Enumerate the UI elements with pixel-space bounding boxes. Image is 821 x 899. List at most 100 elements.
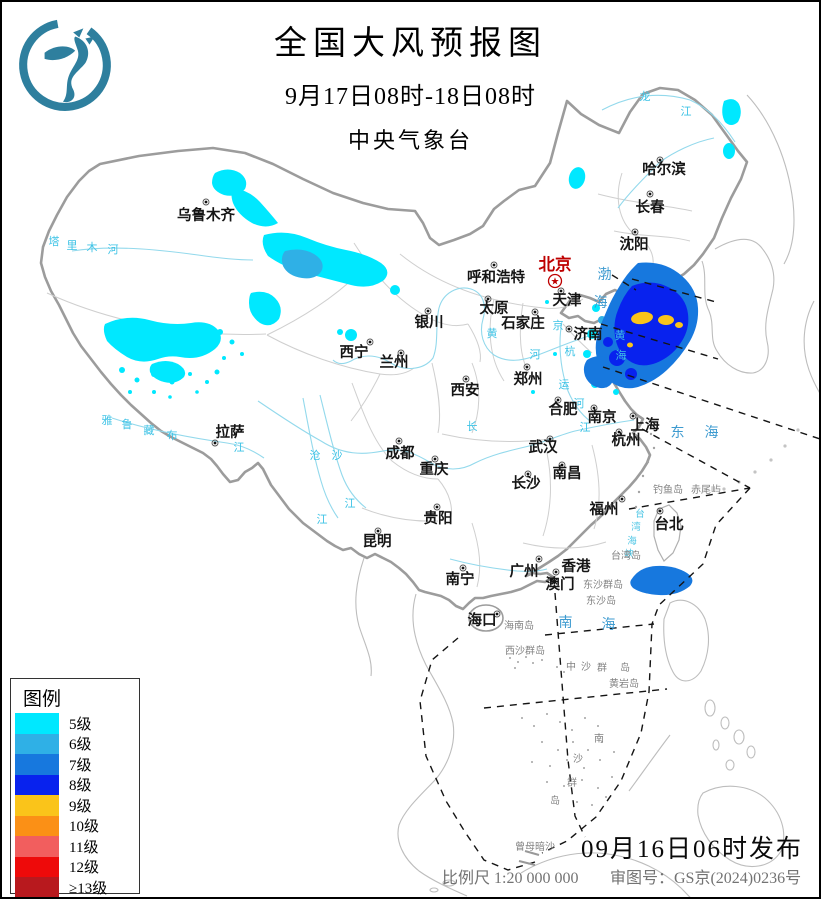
river-label: 黄 — [487, 326, 498, 340]
city-label: 昆明 — [363, 533, 392, 550]
island-label: 南 — [594, 732, 604, 745]
river-label: 藏 — [144, 424, 155, 437]
city-label: 沈阳 — [620, 235, 649, 253]
city-label: 郑州 — [514, 370, 543, 388]
city-label: 广州 — [510, 562, 539, 580]
city-label: 重庆 — [420, 460, 449, 478]
city-广州: 广州 — [510, 555, 543, 580]
capital-label: 北京 — [539, 254, 572, 274]
city-label: 台北 — [655, 515, 684, 533]
city-福州: 福州 — [589, 495, 626, 518]
hainan-island — [468, 604, 504, 632]
city-沈阳: 沈阳 — [620, 228, 649, 253]
ryukyu-islands — [722, 428, 800, 491]
city-label: 海口 — [468, 611, 497, 629]
legend-title: 图例 — [23, 689, 62, 710]
river-label: 雅 — [102, 413, 113, 427]
legend-row: 6级 — [11, 733, 139, 754]
legend-row: ≥13级 — [11, 877, 139, 897]
island-label: 曾母暗沙 — [515, 840, 555, 853]
legend-row: 5级 — [11, 713, 139, 734]
sea-label: 东 — [671, 425, 686, 441]
city-太原: 太原 — [480, 295, 509, 317]
island-label: 岛 — [620, 661, 630, 674]
legend-swatch — [15, 815, 59, 836]
city-label: 南昌 — [553, 464, 582, 482]
island-label: 群 — [597, 661, 607, 674]
river-label: 江 — [317, 513, 328, 526]
legend-rows: 5级 6级 7级 8级 9级 10级 11级 12级 ≥13级 — [11, 713, 139, 897]
river-label: 沧 — [310, 448, 321, 462]
city-label: 南宁 — [446, 570, 475, 588]
legend-label: ≥13级 — [69, 880, 108, 897]
river-label: 塔 — [49, 235, 60, 248]
city-label: 石家庄 — [500, 314, 545, 332]
capital-beijing: ★ 北京 — [539, 254, 572, 289]
city-label: 上海 — [631, 416, 660, 434]
city-label: 银川 — [415, 313, 444, 331]
city-拉萨: 拉萨 — [211, 423, 245, 447]
strait-label: 海 — [627, 535, 637, 547]
island-label: 沙 — [581, 661, 591, 673]
city-武汉: 武汉 — [529, 435, 558, 456]
sea-label: 海 — [594, 295, 609, 311]
city-石家庄: 石家庄 — [500, 308, 545, 332]
island-label: 赤尾屿 — [691, 484, 721, 496]
legend-swatch — [15, 795, 59, 816]
river-label: 长 — [467, 420, 478, 433]
map-scale: 比例尺 1:20 000 000 — [442, 870, 579, 887]
city-合肥: 合肥 — [548, 396, 578, 418]
city-郑州: 郑州 — [514, 363, 543, 388]
city-上海: 上海 — [629, 412, 660, 434]
legend-row: 10级 — [11, 815, 139, 836]
legend-swatch — [15, 733, 59, 754]
city-南昌: 南昌 — [553, 461, 582, 482]
city-南京: 南京 — [588, 404, 617, 426]
legend-swatch — [15, 754, 59, 775]
legend-swatch — [15, 836, 59, 857]
city-label: 兰州 — [380, 353, 409, 371]
city-西宁: 西宁 — [340, 338, 374, 361]
city-label: 澳门 — [546, 575, 575, 593]
city-label: 成都 — [386, 444, 415, 462]
legend: 图例 5级 6级 7级 8级 9级 10级 11级 12级 ≥13级 — [10, 678, 140, 897]
strait-label: 峡 — [624, 548, 634, 560]
legend-swatch — [15, 713, 59, 734]
cma-logo-icon — [19, 19, 111, 111]
river-label: 海 — [616, 348, 627, 362]
island-label: 东沙群岛 — [583, 578, 623, 591]
river-label: 河 — [574, 397, 585, 410]
city-label: 西宁 — [340, 343, 369, 361]
river-label: 运 — [559, 378, 570, 391]
city-长春: 长春 — [636, 190, 665, 216]
legend-label: 6级 — [69, 737, 92, 754]
city-label: 香港 — [562, 557, 591, 575]
island-label: 岛 — [550, 794, 560, 807]
river-label: 布 — [167, 429, 178, 442]
city-label: 太原 — [480, 299, 509, 317]
city-昆明: 昆明 — [363, 527, 392, 550]
city-银川: 银川 — [415, 307, 444, 331]
city-label: 武汉 — [529, 438, 558, 456]
city-label: 长春 — [636, 198, 665, 216]
river-label: 河 — [108, 243, 119, 256]
city-长沙: 长沙 — [512, 470, 541, 492]
china-national-boundary — [39, 86, 749, 611]
city-label: 长沙 — [512, 474, 541, 492]
island-label: 东沙岛 — [586, 594, 616, 607]
island-label: 海南岛 — [504, 619, 534, 632]
city-台北: 台北 — [655, 507, 684, 533]
legend-swatch — [15, 774, 59, 795]
city-label: 呼和浩特 — [467, 268, 525, 286]
legend-row: 7级 — [11, 754, 139, 775]
island-label: 中 — [566, 660, 576, 673]
sea-label: 海 — [705, 425, 720, 441]
map-label-layer: 龙江塔里木河黄河京杭运河长 江沧 沙江江雅鲁藏布江黄海台湾海峡渤海东 海南 海钓鱼岛 赤尾… — [49, 90, 722, 853]
legend-row: 11级 — [11, 836, 139, 857]
city-澳门: 澳门 — [546, 575, 575, 593]
island-label: 台湾岛 — [611, 549, 641, 562]
wind-area-level9 — [627, 311, 683, 348]
taiwan-island — [653, 504, 682, 562]
city-呼和浩特: 呼和浩特 — [467, 261, 525, 286]
city-香港: 香港 — [552, 557, 591, 576]
